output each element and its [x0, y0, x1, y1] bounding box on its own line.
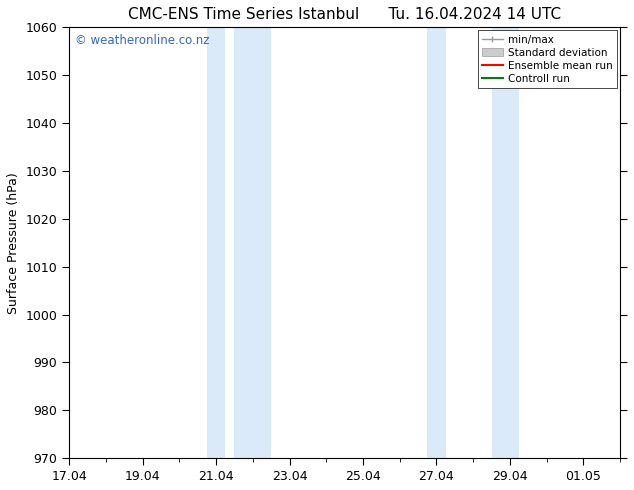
Bar: [207, 27, 225, 458]
Bar: [491, 27, 519, 458]
Text: © weatheronline.co.nz: © weatheronline.co.nz: [75, 34, 209, 47]
Title: CMC-ENS Time Series Istanbul      Tu. 16.04.2024 14 UTC: CMC-ENS Time Series Istanbul Tu. 16.04.2…: [128, 7, 561, 22]
Bar: [235, 27, 271, 458]
Y-axis label: Surface Pressure (hPa): Surface Pressure (hPa): [7, 172, 20, 314]
Bar: [427, 27, 446, 458]
Legend: min/max, Standard deviation, Ensemble mean run, Controll run: min/max, Standard deviation, Ensemble me…: [478, 30, 617, 88]
